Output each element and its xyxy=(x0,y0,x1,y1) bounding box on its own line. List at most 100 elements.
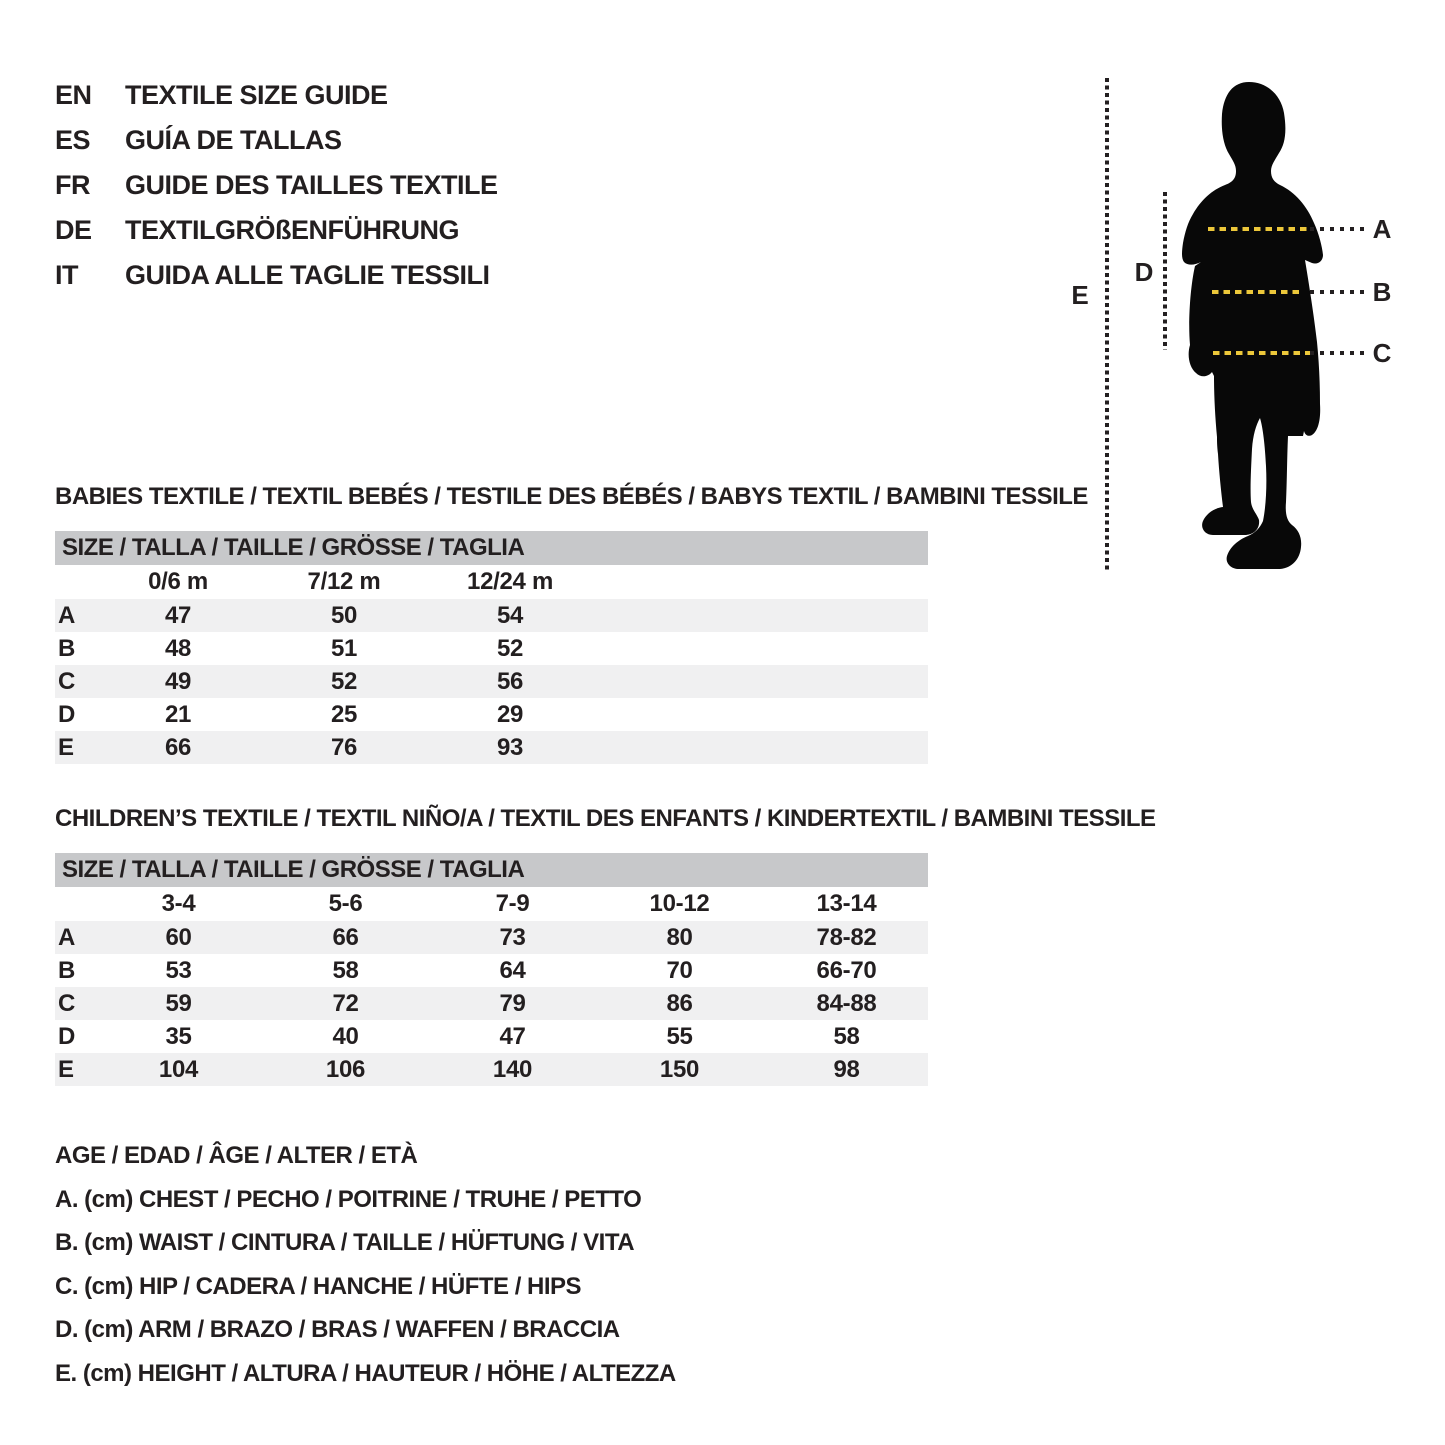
table-cell: 52 xyxy=(496,635,524,662)
legend-line: B. (cm) WAIST / CINTURA / TAILLE / HÜFTU… xyxy=(55,1229,635,1256)
table-cell: 52 xyxy=(330,668,358,695)
row-label: A xyxy=(58,924,76,951)
table-cell: 140 xyxy=(492,1056,533,1083)
children-column-header-cells: 3-4 5-6 7-9 10-12 13-14 xyxy=(95,887,930,921)
table-cell: 98 xyxy=(833,1056,860,1083)
guide-title: GUÍA DE TALLAS xyxy=(125,125,342,155)
babies-section-title: BABIES TEXTILE / TEXTIL BEBÉS / TESTILE … xyxy=(55,483,1088,510)
legend-line: A. (cm) CHEST / PECHO / POITRINE / TRUHE… xyxy=(55,1185,642,1213)
table-cell: 106 xyxy=(325,1056,366,1083)
arm-measure-line-d xyxy=(1163,192,1167,350)
table-cell: 59 xyxy=(165,990,192,1017)
figure-label-e: E xyxy=(1071,280,1089,310)
legend-line: AGE / EDAD / ÂGE / ALTER / ETÀ xyxy=(55,1142,418,1169)
table-cell: 104 xyxy=(158,1056,199,1083)
height-measure-line-e xyxy=(1105,78,1109,570)
language-row: DE TEXTILGRÖßENFÜHRUNG xyxy=(55,208,498,253)
column-header: 12/24 m xyxy=(467,568,553,595)
table-row: C 49 52 56 xyxy=(55,665,928,698)
table-cell: 60 xyxy=(165,924,192,951)
legend-line: E. (cm) HEIGHT / ALTURA / HAUTEUR / HÖHE… xyxy=(55,1359,676,1387)
row-label: B xyxy=(58,957,76,984)
legend-line: D. (cm) ARM / BRAZO / BRAS / WAFFEN / BR… xyxy=(55,1316,620,1343)
column-header: 3-4 xyxy=(161,890,196,917)
table-cell: 48 xyxy=(164,635,192,662)
language-code: EN xyxy=(55,80,92,110)
column-header: 13-14 xyxy=(816,890,877,917)
table-cell: 79 xyxy=(499,990,526,1017)
hip-measure-dash-c xyxy=(1213,351,1310,355)
table-cell: 35 xyxy=(165,1023,192,1050)
table-row: A 60 66 73 80 78-82 xyxy=(55,921,928,954)
language-code: FR xyxy=(55,170,91,200)
row-label: C xyxy=(58,668,76,695)
table-cell: 66-70 xyxy=(816,957,877,984)
measurement-legend: AGE / EDAD / ÂGE / ALTER / ETÀ A. (cm) C… xyxy=(55,1143,676,1404)
babies-table-body: A 47 50 54 B 48 51 52 C 49 52 56 D 21 xyxy=(55,599,928,764)
table-cell: 93 xyxy=(496,734,524,761)
table-row: D 35 40 47 55 58 xyxy=(55,1020,928,1053)
language-code: ES xyxy=(55,125,91,155)
table-cell: 64 xyxy=(499,957,526,984)
table-cell: 58 xyxy=(833,1023,860,1050)
table-cell: 78-82 xyxy=(816,924,877,951)
children-section-title: CHILDREN’S TEXTILE / TEXTIL NIÑO/A / TEX… xyxy=(55,805,1156,832)
table-cell: 29 xyxy=(496,701,524,728)
table-row: B 48 51 52 xyxy=(55,632,928,665)
language-code: IT xyxy=(55,260,79,290)
header-spacer xyxy=(55,887,95,921)
figure-label-d: D xyxy=(1134,257,1154,287)
table-cell: 76 xyxy=(330,734,358,761)
language-row: FR GUIDE DES TAILLES TEXTILE xyxy=(55,163,498,208)
babies-column-headers: 0/6 m 7/12 m 12/24 m xyxy=(55,565,928,599)
language-code: DE xyxy=(55,215,92,245)
row-label: E xyxy=(58,1056,75,1083)
table-cell: 80 xyxy=(666,924,693,951)
column-header: 5-6 xyxy=(328,890,363,917)
figure-label-c: C xyxy=(1372,338,1392,368)
table-cell: 86 xyxy=(666,990,693,1017)
legend-line: C. (cm) HIP / CADERA / HANCHE / HÜFTE / … xyxy=(55,1272,582,1300)
row-label: C xyxy=(58,990,76,1017)
table-cell: 53 xyxy=(165,957,192,984)
waist-measure-dash-b xyxy=(1212,290,1304,294)
table-cell: 47 xyxy=(164,602,192,629)
table-row: C 59 72 79 86 84-88 xyxy=(55,987,928,1020)
table-cell: 150 xyxy=(659,1056,700,1083)
column-header: 0/6 m xyxy=(148,568,208,595)
table-cell: 73 xyxy=(499,924,526,951)
table-row: A 47 50 54 xyxy=(55,599,928,632)
column-header: 7-9 xyxy=(495,890,530,917)
table-cell: 70 xyxy=(666,957,693,984)
table-cell: 50 xyxy=(330,602,358,629)
child-silhouette-figure xyxy=(1182,82,1323,569)
language-row: ES GUÍA DE TALLAS xyxy=(55,118,498,163)
waist-connector-dots-b xyxy=(1310,290,1365,294)
table-cell: 47 xyxy=(499,1023,526,1050)
table-cell: 84-88 xyxy=(816,990,877,1017)
table-cell: 21 xyxy=(164,701,192,728)
row-label: D xyxy=(58,701,76,728)
language-row: IT GUIDA ALLE TAGLIE TESSILI xyxy=(55,253,498,298)
table-row: D 21 25 29 xyxy=(55,698,928,731)
table-cell: 40 xyxy=(332,1023,359,1050)
column-header: 10-12 xyxy=(649,890,710,917)
table-row: E 104 106 140 150 98 xyxy=(55,1053,928,1086)
hip-connector-dots-c xyxy=(1310,351,1365,355)
table-cell: 49 xyxy=(164,668,192,695)
children-size-header-bar: SIZE / TALLA / TAILLE / GRÖSSE / TAGLIA xyxy=(55,853,928,887)
table-row: B 53 58 64 70 66-70 xyxy=(55,954,928,987)
language-header: EN TEXTILE SIZE GUIDE ES GUÍA DE TALLAS … xyxy=(55,73,498,298)
row-label: B xyxy=(58,635,76,662)
babies-column-header-cells: 0/6 m 7/12 m 12/24 m xyxy=(95,565,593,599)
language-row: EN TEXTILE SIZE GUIDE xyxy=(55,73,498,118)
row-label: D xyxy=(58,1023,76,1050)
chest-connector-dots-a xyxy=(1310,227,1365,231)
table-cell: 58 xyxy=(332,957,359,984)
table-cell: 51 xyxy=(330,635,358,662)
table-cell: 72 xyxy=(332,990,359,1017)
guide-title: TEXTILGRÖßENFÜHRUNG xyxy=(125,215,460,245)
header-spacer xyxy=(55,565,95,599)
table-cell: 66 xyxy=(164,734,192,761)
